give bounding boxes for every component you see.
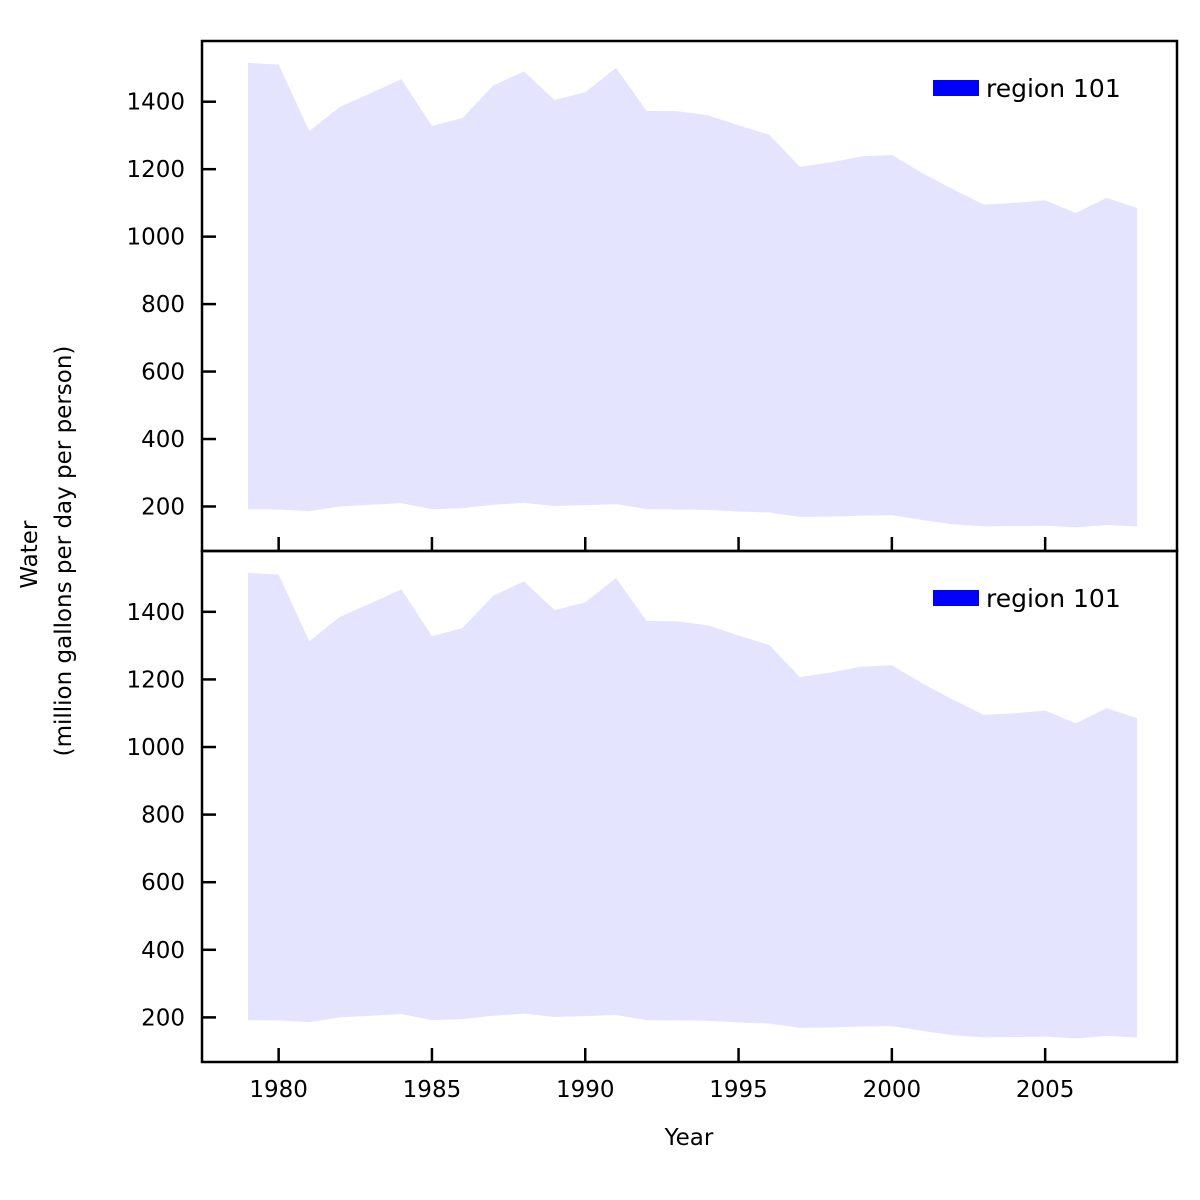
y-tick-label: 200 xyxy=(141,1005,185,1031)
y-tick-label: 1000 xyxy=(126,225,185,251)
y-tick-label: 1400 xyxy=(126,90,185,116)
panel-1: 200 400 600 800 1000 1200 1400 region 101 xyxy=(126,39,1179,553)
y-axis-label: Water (million gallons per day per perso… xyxy=(17,346,77,757)
y-tick-label: 1000 xyxy=(126,735,185,761)
legend-swatch xyxy=(933,590,979,606)
y-tick-label: 1200 xyxy=(126,157,185,183)
y-tick-label: 400 xyxy=(141,427,185,453)
x-tick-label: 1995 xyxy=(709,1077,768,1103)
chart-panels: 200 400 600 800 1000 1200 1400 region 101 200 400… xyxy=(126,39,1179,1103)
y-tick-label: 1200 xyxy=(126,667,185,693)
panel-2: 200 400 600 800 1000 1200 1400 1980 1985 1990 1995… xyxy=(126,549,1179,1103)
area-band-region-101 xyxy=(247,572,1138,1039)
y-tick-label: 200 xyxy=(141,494,185,520)
legend: region 101 xyxy=(933,74,1121,103)
legend: region 101 xyxy=(933,584,1121,613)
y-tick-label: 600 xyxy=(141,360,185,386)
x-axis-label: Year xyxy=(664,1125,714,1151)
legend-label-region-101: region 101 xyxy=(986,74,1121,103)
y-tick-label: 800 xyxy=(141,803,185,829)
x-tick-label: 1990 xyxy=(556,1077,615,1103)
x-tick-label: 1985 xyxy=(403,1077,462,1103)
x-tick-label: 1980 xyxy=(249,1077,308,1103)
x-tick-label: 2005 xyxy=(1016,1077,1075,1103)
area-band-region-101 xyxy=(247,62,1138,528)
y-axis-label-line-2: (million gallons per day per person) xyxy=(51,346,77,757)
legend-swatch xyxy=(933,80,979,96)
y-tick-label: 600 xyxy=(141,870,185,896)
y-tick-label: 400 xyxy=(141,938,185,964)
x-tick-label: 2000 xyxy=(863,1077,922,1103)
legend-label-region-101: region 101 xyxy=(986,584,1121,613)
y-axis-label-line-1: Water xyxy=(17,520,43,589)
y-tick-label: 1400 xyxy=(126,600,185,626)
y-tick-label: 800 xyxy=(141,292,185,318)
plot-frame xyxy=(200,549,1179,1064)
